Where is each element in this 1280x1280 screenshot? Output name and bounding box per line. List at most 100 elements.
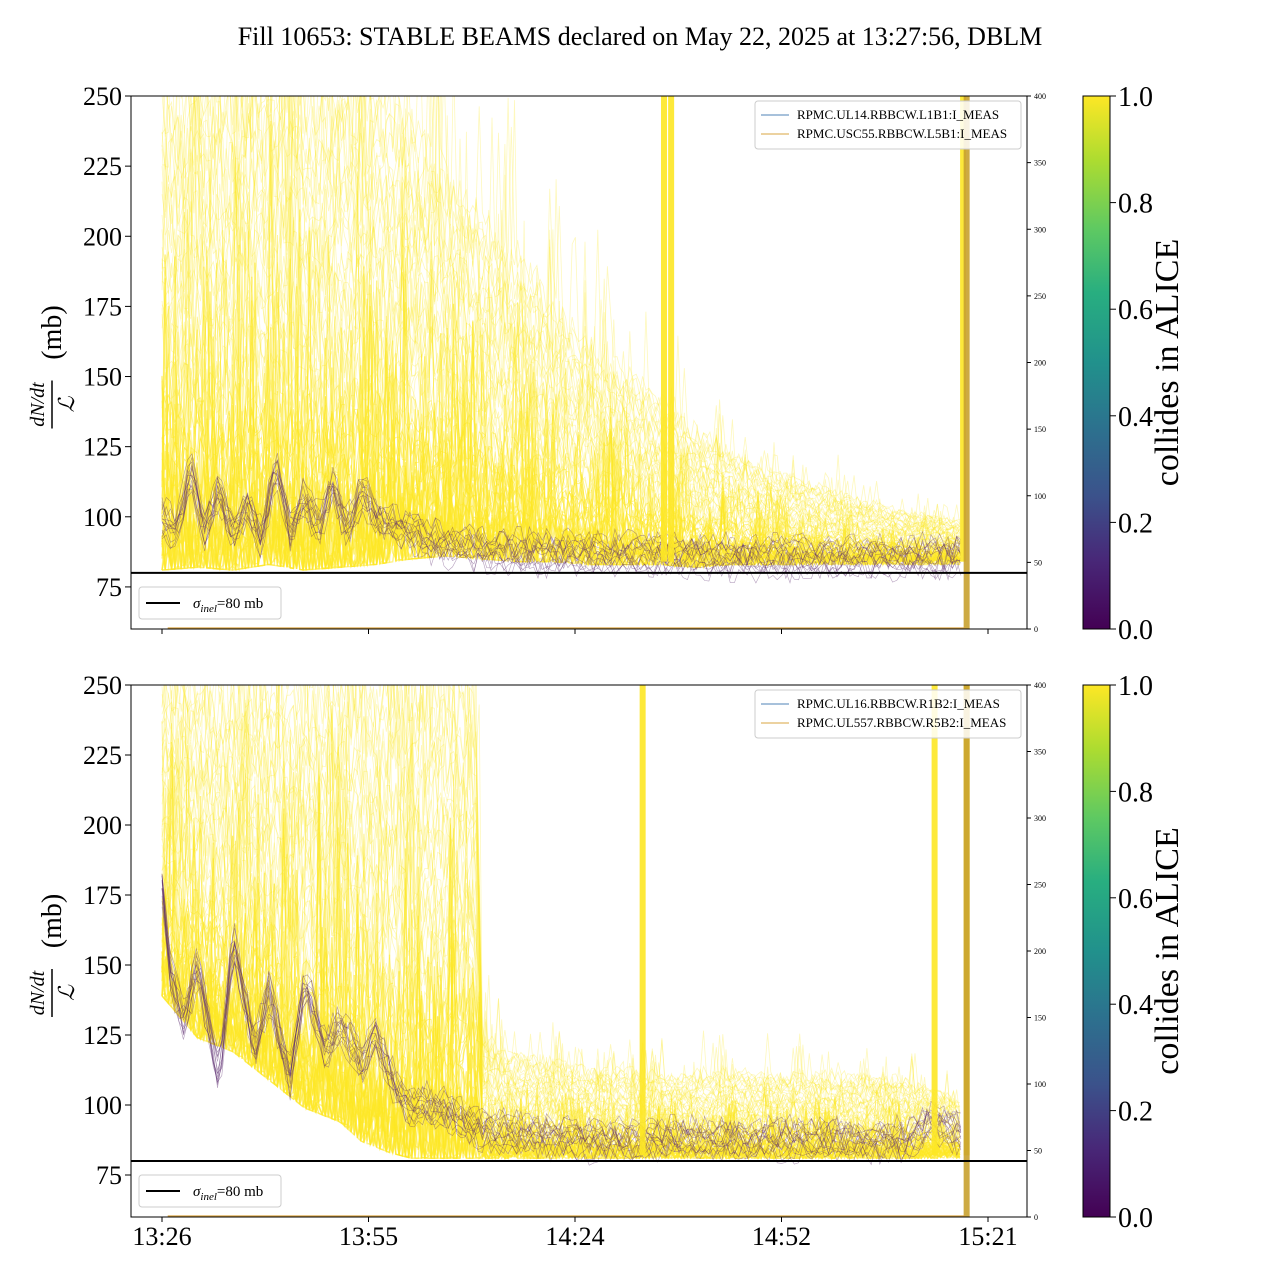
colliding-trace [161, 685, 961, 1118]
figure-title: Fill 10653: STABLE BEAMS declared on May… [238, 22, 1043, 51]
non-colliding-trace [161, 874, 962, 1140]
colliding-trace [161, 685, 961, 1134]
colliding-trace [161, 96, 961, 528]
colorbar: 0.0 0.2 0.4 0.6 0.8 1.0 collides in ALICE [1082, 671, 1186, 1234]
colorbar-tick-label: 0.4 [1118, 990, 1153, 1021]
y2-tick-label: 200 [1034, 359, 1046, 368]
colliding-trace [161, 716, 961, 1137]
colliding-trace [161, 774, 961, 1148]
colliding-trace [161, 685, 961, 1131]
colliding-trace [161, 685, 961, 1131]
panel-top: 75 100 125 150 175 200 225 250 0 50 100 150 200 250 30… [27, 82, 1186, 646]
colliding-trace [161, 96, 961, 535]
non-colliding-trace [161, 875, 962, 1137]
non-colliding-trace [161, 476, 961, 576]
y-axis-label-unit: (mb) [37, 894, 68, 948]
reference-legend-subscript: inel [200, 1191, 217, 1203]
y-axis-label: dN/dt ℒ (mb) [27, 894, 79, 1017]
y2-tick-label: 400 [1034, 681, 1046, 690]
legend-box [754, 689, 1022, 739]
y-axis-label: dN/dt ℒ (mb) [27, 305, 79, 429]
reference-legend-value: =80 mb [217, 1184, 263, 1200]
y-tick-label: 150 [83, 951, 122, 980]
colliding-trace [161, 153, 961, 551]
plot-area [161, 685, 970, 1217]
colliding-trace [161, 96, 961, 544]
colliding-trace [161, 685, 961, 1108]
non-colliding-trace [161, 875, 962, 1151]
colliding-trace [161, 685, 961, 1133]
colorbar-tick-label: 1.0 [1118, 82, 1153, 113]
colliding-trace [161, 96, 961, 530]
colliding-trace [161, 96, 961, 532]
y2-tick-label: 350 [1034, 748, 1046, 757]
y-tick-label: 75 [96, 573, 122, 602]
colliding-trace [161, 96, 961, 526]
non-colliding-trace [161, 879, 962, 1148]
legend-label: RPMC.UL557.RBBCW.R5B2:I_MEAS [797, 715, 1006, 730]
non-colliding-trace [161, 456, 962, 562]
y-tick-label: 175 [83, 292, 122, 321]
colliding-trace [161, 159, 961, 549]
colliding-trace [161, 685, 961, 1107]
colorbar-tick-label: 0.0 [1118, 1203, 1153, 1234]
legend-label: RPMC.UL16.RBBCW.R1B2:I_MEAS [797, 696, 1000, 711]
colliding-trace [161, 182, 961, 559]
spike-band [639, 685, 646, 1156]
spike-band [668, 96, 675, 562]
non-colliding-trace [161, 472, 962, 568]
non-colliding-trace [161, 888, 962, 1155]
y-axis-label-numerator: dN/dt [27, 970, 49, 1015]
colliding-trace [161, 96, 961, 532]
y-axis-label-unit: (mb) [37, 305, 68, 359]
y2-tick-label: 200 [1034, 947, 1046, 956]
colliding-trace [161, 743, 961, 1141]
y2-tick-label: 350 [1034, 159, 1046, 168]
colliding-trace [161, 724, 960, 1141]
reference-legend-subscript: inel [200, 603, 217, 615]
colliding-trace [161, 146, 961, 547]
colliding-trace [163, 96, 961, 525]
y-tick-label: 250 [83, 82, 122, 111]
non-colliding-trace [161, 895, 962, 1157]
non-colliding-trace [161, 888, 962, 1162]
legend-box [754, 100, 1022, 150]
y-tick-label: 200 [83, 811, 122, 840]
non-colliding-trace [161, 888, 962, 1159]
colliding-trace [161, 685, 961, 1113]
y2-tick-label: 50 [1034, 558, 1042, 567]
colliding-traces [161, 96, 961, 572]
reference-legend: σinel=80 mb [138, 1174, 282, 1208]
colliding-trace [161, 685, 961, 1108]
colliding-trace [161, 705, 960, 1141]
colliding-trace [161, 260, 961, 550]
colliding-trace [161, 204, 961, 551]
colliding-trace [161, 96, 961, 545]
colliding-trace [161, 685, 961, 1124]
non-colliding-trace [161, 452, 962, 554]
end-marker-band [963, 685, 970, 1217]
colliding-trace [161, 685, 961, 1119]
y-tick-label: 100 [83, 1091, 122, 1120]
y2-tick-label: 50 [1034, 1147, 1042, 1156]
colliding-trace [161, 96, 961, 545]
colliding-trace [161, 685, 961, 1124]
non-colliding-trace [161, 477, 962, 580]
y-tick-label: 125 [83, 1021, 122, 1050]
colorbar-tick-label: 0.8 [1118, 189, 1153, 220]
colliding-trace [161, 96, 961, 530]
colliding-trace [172, 96, 960, 524]
y-tick-label: 75 [96, 1161, 122, 1190]
colliding-trace [161, 685, 961, 1136]
non-colliding-trace [161, 482, 962, 574]
end-marker-band [963, 96, 970, 629]
colliding-trace [161, 685, 960, 1114]
colorbar-tick-label: 0.2 [1118, 1097, 1153, 1128]
colliding-trace [161, 685, 960, 1119]
colliding-trace [161, 244, 961, 572]
y-tick-label: 250 [83, 671, 122, 700]
colorbar-tick-label: 0.6 [1118, 295, 1153, 326]
y2-tick-label: 250 [1034, 881, 1046, 890]
non-colliding-trace [161, 875, 962, 1144]
